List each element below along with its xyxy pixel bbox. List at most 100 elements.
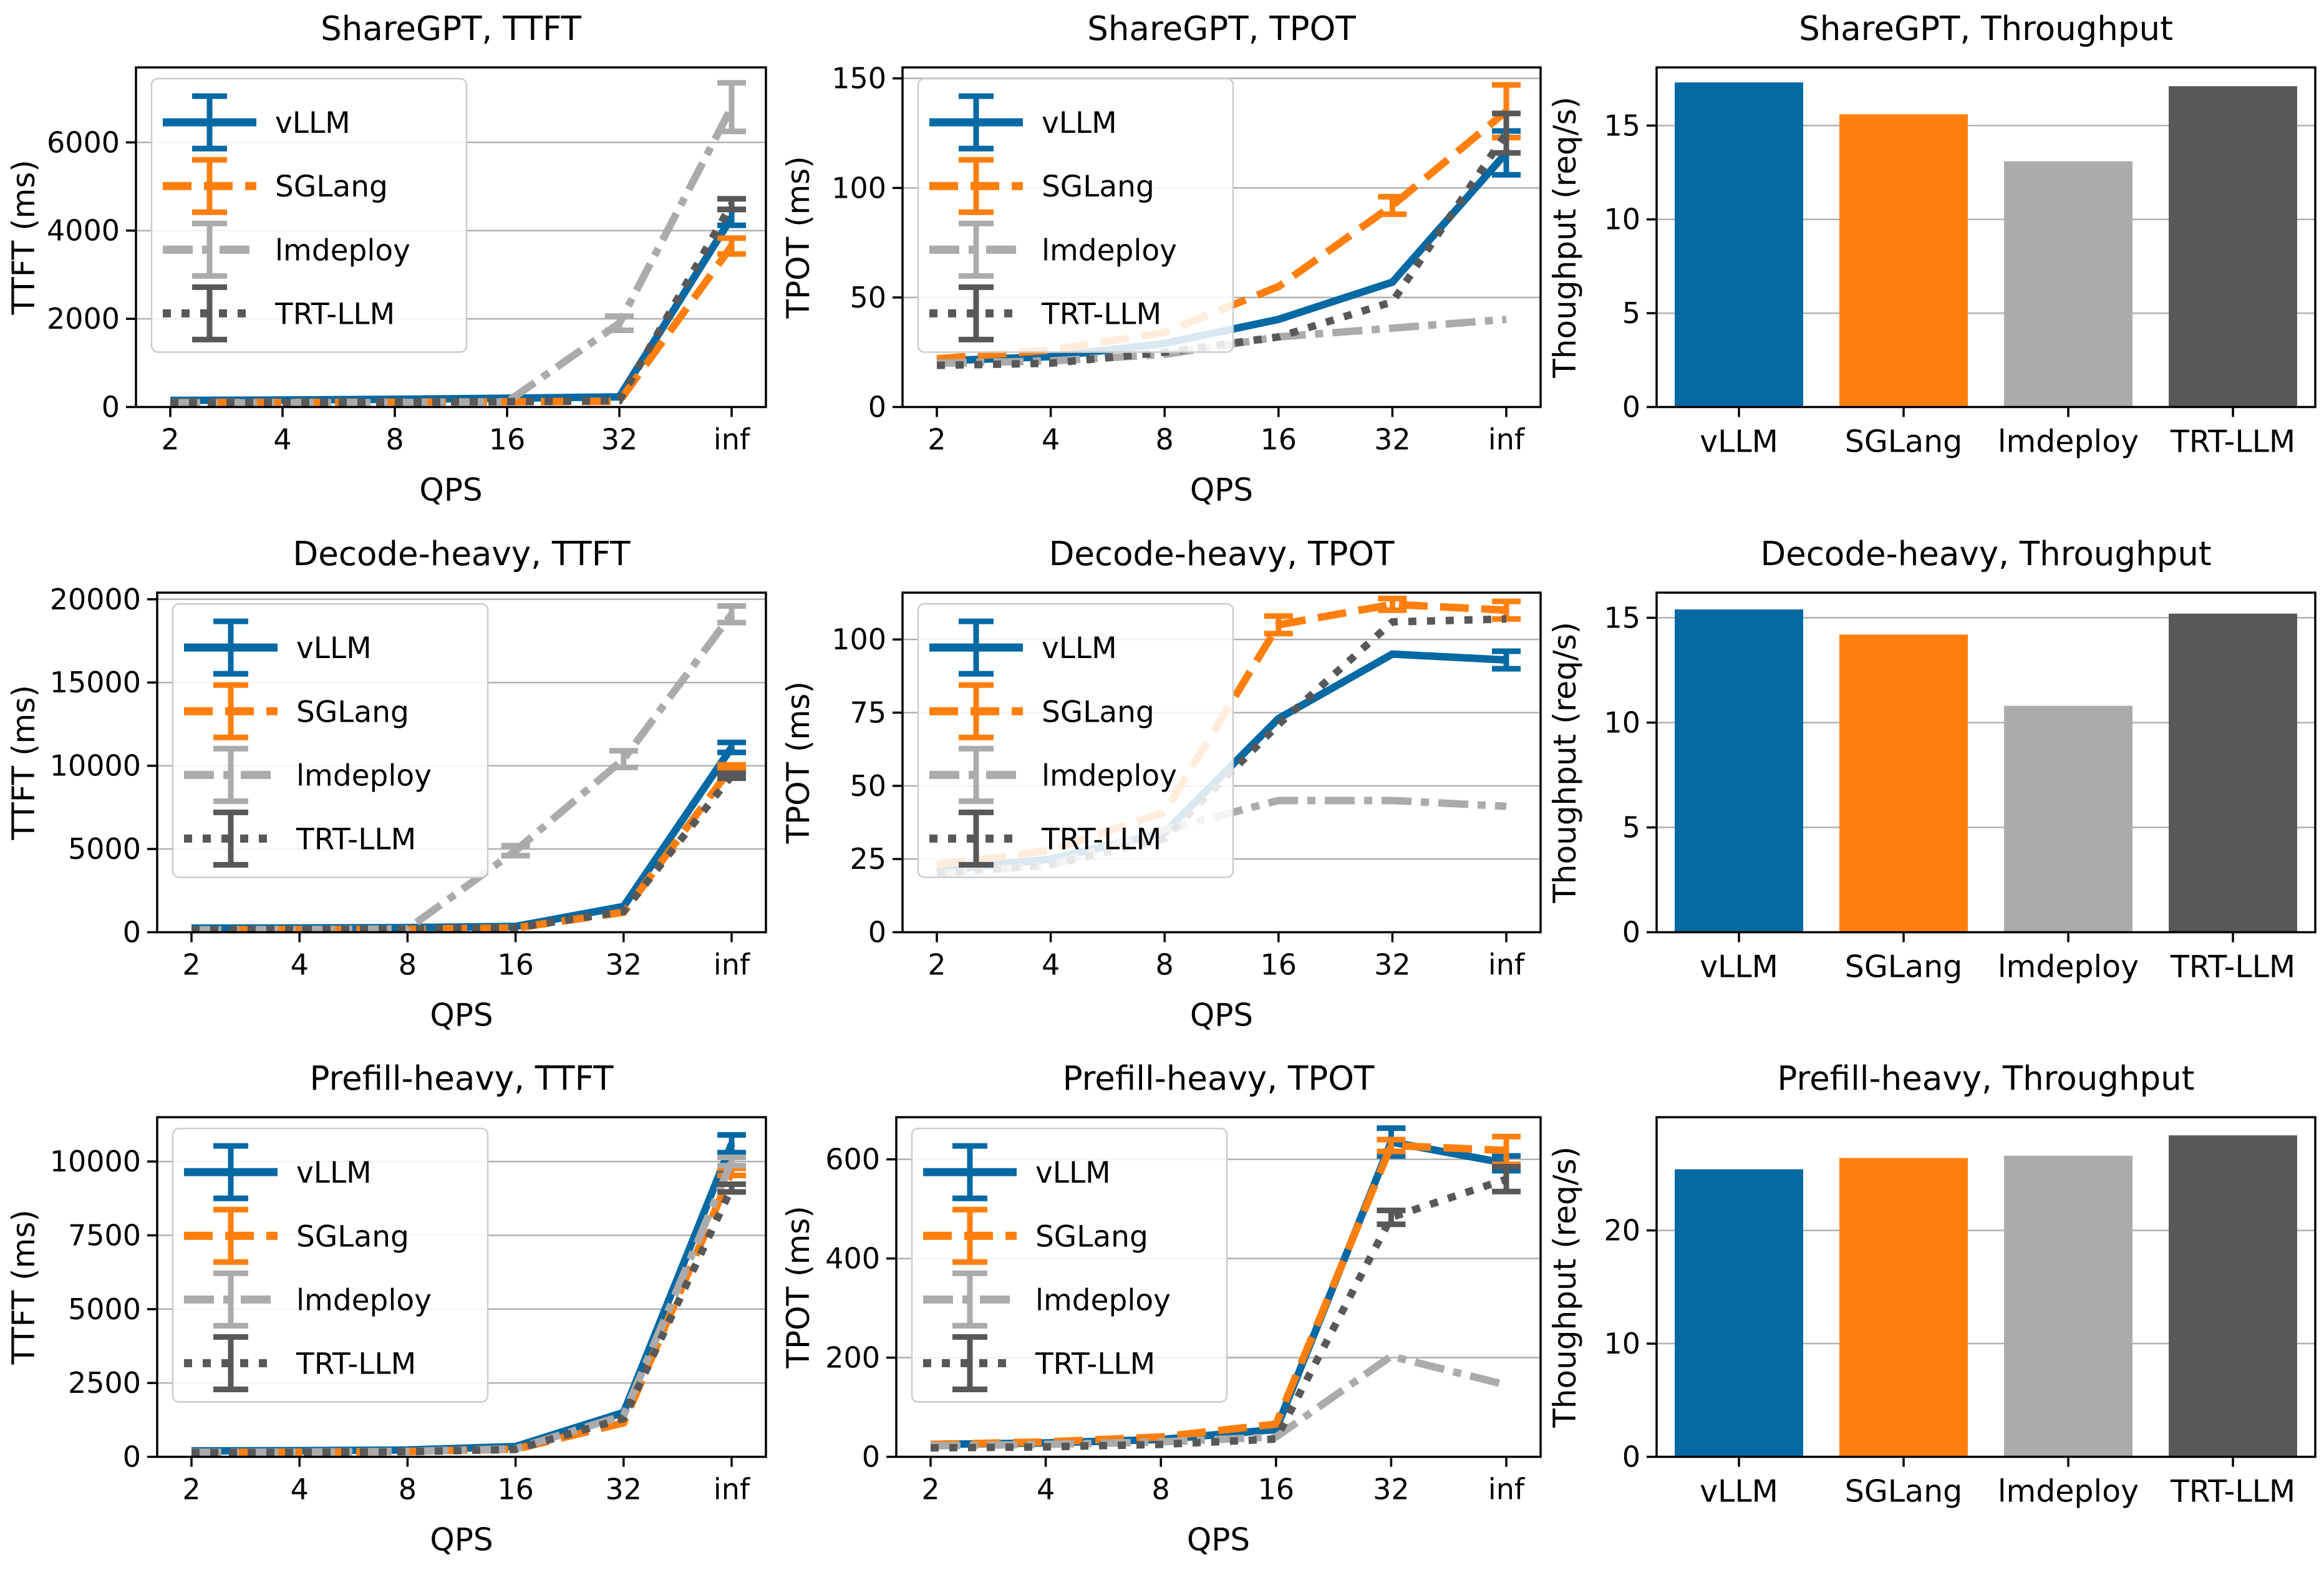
legend-label: lmdeploy	[275, 233, 410, 268]
chart-decode-heavy-throughput: vLLM SGLang lmdeploy TRT-LLM 0 5 10 15 Decode-he…	[1549, 525, 2324, 1050]
y-tick-label: 0	[123, 915, 141, 949]
legend-label: SGLang	[296, 1220, 409, 1254]
chart-title: ShareGPT, TTFT	[321, 9, 581, 48]
chart-decode-heavy-throughput-canvas: vLLM SGLang lmdeploy TRT-LLM 0 5 10 15 Decode-he…	[1549, 535, 2317, 984]
chart-prefill-heavy-throughput: vLLM SGLang lmdeploy TRT-LLM 0 10 20 Prefill-he…	[1549, 1050, 2324, 1575]
x-tick-label: 8	[1156, 947, 1174, 981]
x-tick-label: 32	[1373, 1473, 1410, 1506]
axes-spines	[901, 66, 1542, 409]
chart-decode-heavy-ttft-canvas: 2 4 8 16 32 inf 0 5000 10000 15000 20000 Decode-hea…	[6, 535, 767, 1033]
x-tick-label: 4	[273, 423, 291, 457]
y-tick-label: 0	[862, 1440, 880, 1474]
legend-item-lmdeploy: lmdeploy	[184, 1271, 432, 1329]
legend-item-trt-llm: TRT-LLM	[923, 1334, 1155, 1393]
y-axis-label: TPOT (ms)	[780, 681, 816, 844]
series-line-sglang	[191, 765, 735, 934]
legend-item-sglang: SGLang	[929, 157, 1155, 215]
y-tick-label: 5000	[68, 1292, 141, 1326]
bar-lmdeploy	[2004, 161, 2133, 407]
bar-vllm	[1675, 82, 1803, 407]
y-tick-label: 0	[1622, 390, 1640, 424]
x-axis-label: QPS	[430, 1522, 493, 1558]
legend-label: TRT-LLM	[1041, 822, 1161, 856]
y-axis-label: Thoughput (req/s)	[1549, 97, 1583, 379]
chart-prefill-heavy-throughput-canvas: vLLM SGLang lmdeploy TRT-LLM 0 10 20 Prefill-he…	[1549, 1059, 2317, 1510]
legend: vLLM SGLang lmdeploy TRT-LLM	[150, 77, 468, 353]
legend-box	[150, 77, 468, 353]
legend-item-sglang: SGLang	[163, 157, 388, 215]
legend: vLLM SGLang lmdeploy TRT-LLM	[917, 603, 1234, 878]
legend: vLLM SGLang lmdeploy TRT-LLM	[172, 603, 489, 878]
x-tick-label: 16	[497, 947, 534, 981]
bar-trt-llm	[2169, 1135, 2297, 1457]
x-tick-label: 8	[1156, 423, 1174, 457]
x-tick-label: 4	[1042, 947, 1060, 981]
x-tick-label: 2	[921, 1473, 939, 1506]
legend-box	[917, 603, 1234, 878]
bar-trt-llm	[2169, 86, 2297, 407]
legend-label: lmdeploy	[1042, 233, 1177, 268]
legend-label: vLLM	[1042, 631, 1117, 666]
y-tick-label: 4000	[47, 214, 120, 248]
legend-item-vllm: vLLM	[923, 1143, 1111, 1202]
legend-label: SGLang	[1035, 1220, 1148, 1254]
y-tick-label: 10	[1604, 705, 1640, 739]
legend-item-sglang: SGLang	[184, 682, 409, 740]
x-tick-label: 2	[161, 423, 179, 457]
x-tick-label: lmdeploy	[1998, 424, 2139, 460]
chart-title: Prefill-heavy, TTFT	[309, 1059, 614, 1098]
axes-spines	[1655, 66, 2317, 409]
x-tick-label: vLLM	[1700, 949, 1778, 984]
chart-title: ShareGPT, TPOT	[1087, 9, 1356, 48]
x-tick-label: 4	[1037, 1473, 1055, 1506]
chart-title: Decode-heavy, TTFT	[293, 535, 631, 573]
x-tick-label: 2	[182, 947, 200, 981]
series-line-lmdeploy	[191, 1160, 735, 1456]
legend-box	[911, 1128, 1228, 1403]
axes-spines	[901, 591, 1542, 933]
legend-item-sglang: SGLang	[923, 1207, 1148, 1266]
legend-label: lmdeploy	[296, 758, 432, 793]
legend-label: SGLang	[1042, 695, 1155, 729]
chart-sharegpt-ttft-canvas: 2 4 8 16 32 inf 0 2000 4000 6000 ShareGPT, TTFT TTF…	[6, 9, 767, 508]
y-axis-label: TTFT (ms)	[6, 685, 42, 840]
y-axis-label: TPOT (ms)	[780, 156, 816, 319]
legend-box	[172, 1128, 489, 1403]
x-tick-label: SGLang	[1845, 949, 1962, 984]
x-tick-label: 2	[927, 423, 946, 457]
series-line-lmdeploy	[191, 611, 735, 934]
legend: vLLM SGLang lmdeploy TRT-LLM	[917, 77, 1234, 353]
chart-decode-heavy-ttft: 2 4 8 16 32 inf 0 5000 10000 15000 20000 Decode-hea…	[0, 525, 775, 1050]
chart-title: ShareGPT, Throughput	[1799, 9, 2173, 48]
x-tick-label: vLLM	[1700, 1474, 1778, 1510]
legend-label: TRT-LLM	[1041, 297, 1161, 331]
y-axis-label: Thoughput (req/s)	[1549, 1146, 1583, 1428]
x-tick-label: 2	[927, 947, 946, 981]
series-line-trt-llm	[930, 1176, 1508, 1452]
x-axis-label: QPS	[1187, 1522, 1250, 1558]
legend-box	[917, 77, 1234, 353]
legend-label: vLLM	[296, 1156, 372, 1190]
y-tick-label: 600	[825, 1143, 880, 1176]
y-axis-label: Thoughput (req/s)	[1549, 622, 1583, 904]
axes-spines	[156, 591, 767, 933]
x-tick-label: TRT-LLM	[2170, 1474, 2295, 1510]
bar-trt-llm	[2169, 613, 2297, 933]
chart-sharegpt-tpot-canvas: 2 4 8 16 32 inf 0 50 100 150 ShareGPT, TPOT TPOT (m…	[780, 9, 1542, 508]
x-tick-label: 16	[1258, 1473, 1295, 1506]
y-tick-label: 20000	[50, 582, 141, 616]
y-tick-label: 15	[1604, 109, 1640, 142]
legend-label: vLLM	[1035, 1156, 1111, 1190]
legend-label: lmdeploy	[1042, 758, 1177, 793]
y-tick-label: 10000	[50, 749, 141, 782]
y-tick-label: 0	[1622, 1440, 1640, 1474]
y-tick-label: 50	[850, 769, 886, 803]
axes-spines	[1655, 591, 2317, 933]
legend-label: lmdeploy	[1035, 1284, 1171, 1318]
series-lmdeploy	[191, 1155, 746, 1456]
x-tick-label: 4	[291, 1473, 309, 1506]
legend-label: SGLang	[296, 695, 409, 729]
x-tick-label: inf	[1488, 1473, 1526, 1506]
x-tick-label: SGLang	[1845, 1474, 1962, 1510]
legend-item-trt-llm: TRT-LLM	[163, 284, 395, 342]
